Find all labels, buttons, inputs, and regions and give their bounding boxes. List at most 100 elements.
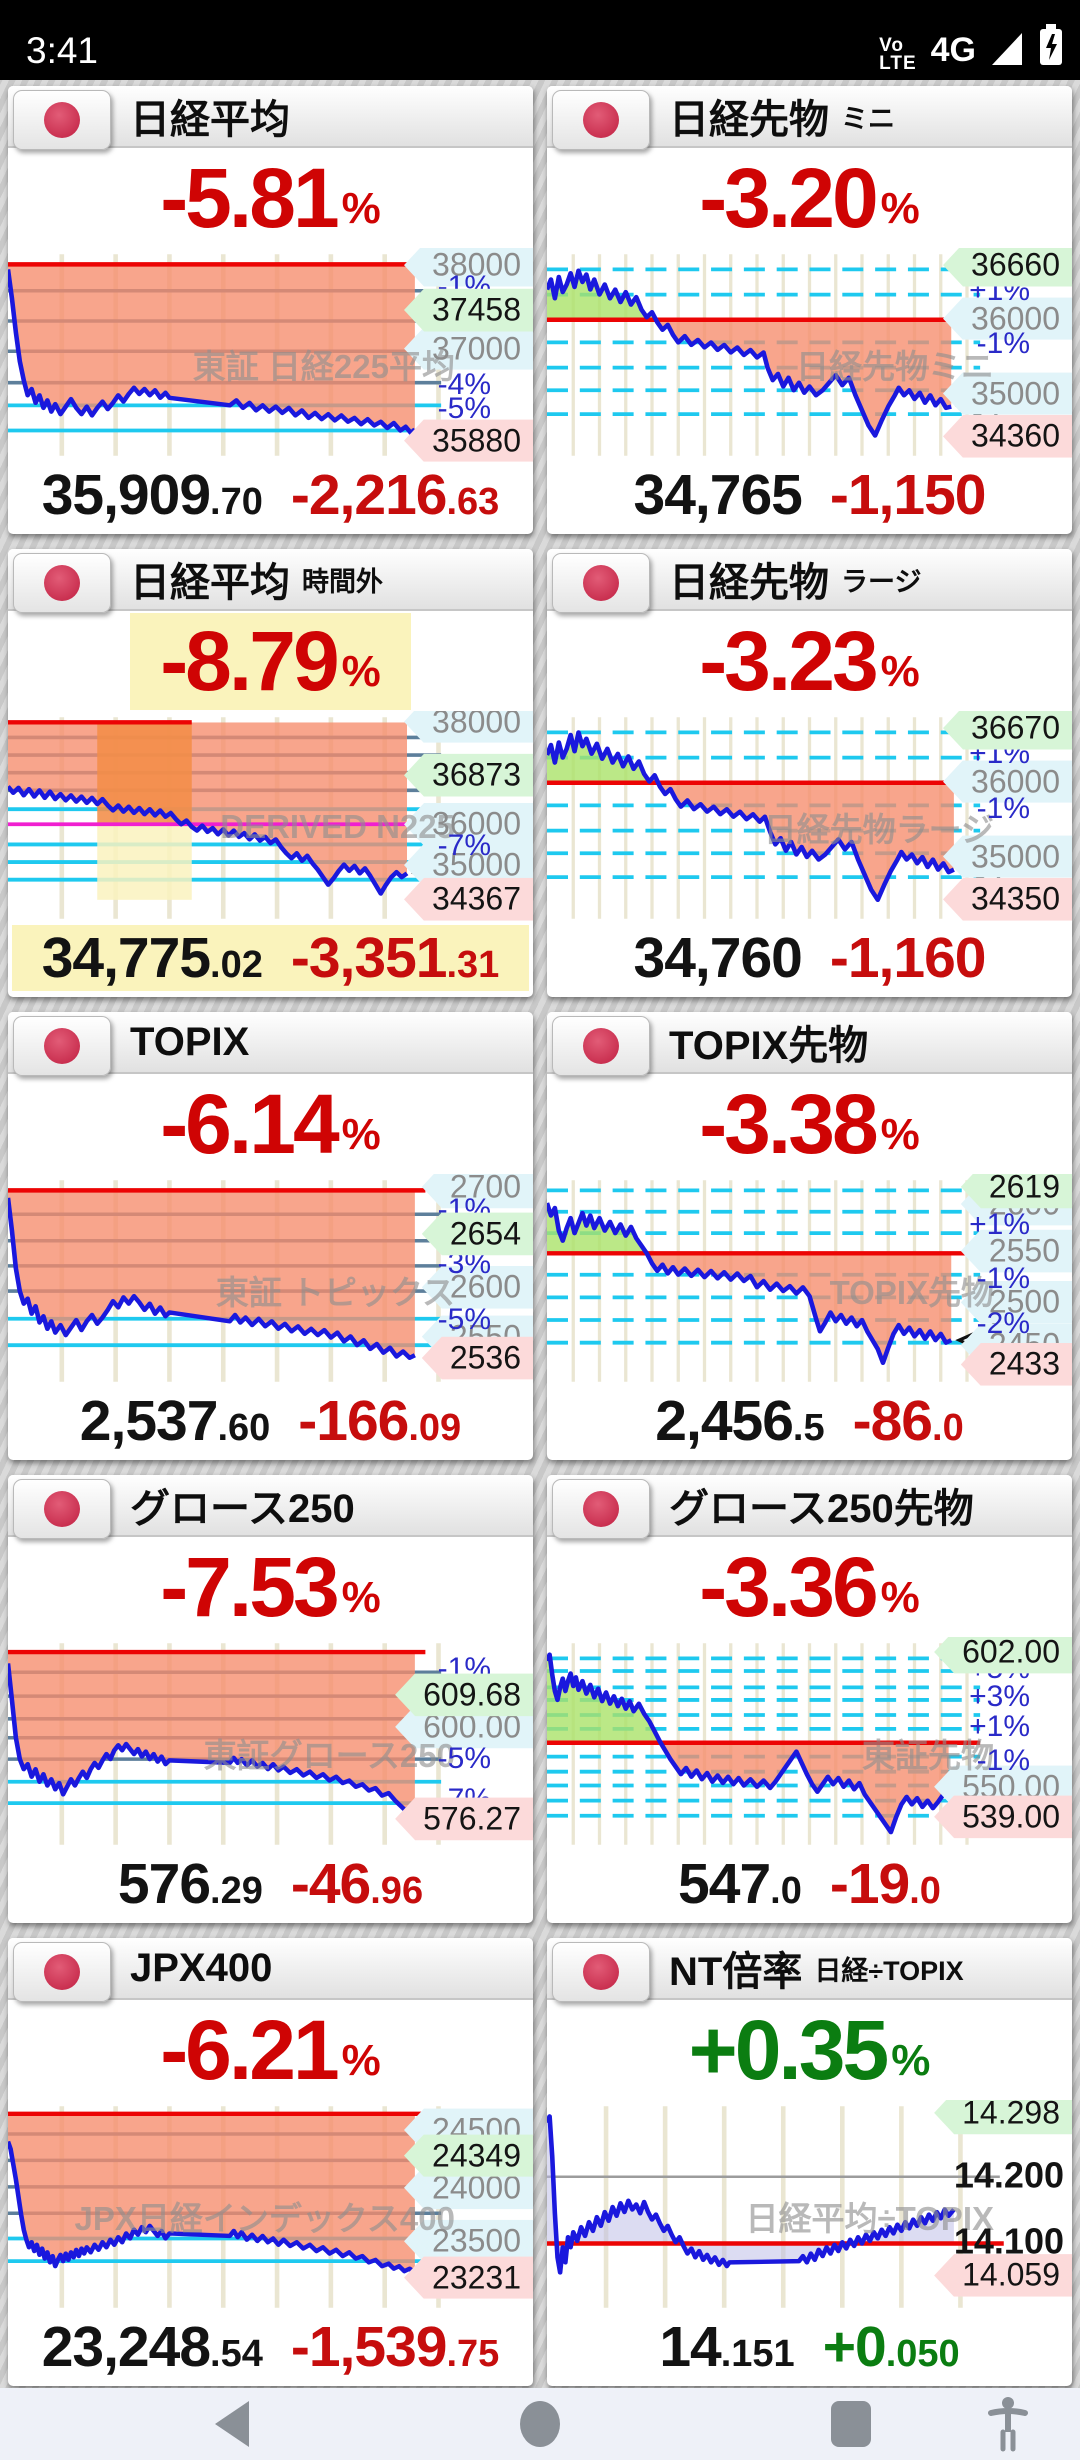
status-icons: Vo LTE 4G xyxy=(879,23,1064,74)
home-circle-icon xyxy=(520,2401,560,2447)
japan-flag-tab[interactable] xyxy=(13,1942,111,2002)
axis-label-pct: -4% xyxy=(437,367,491,401)
axis-label-pct: +1% xyxy=(969,1208,1030,1242)
network-type-label: 4G xyxy=(930,31,976,69)
back-button[interactable] xyxy=(192,2388,272,2460)
percent-change-row: -6.14% xyxy=(8,1074,533,1174)
axis-label-pink: 35880 xyxy=(404,419,533,462)
battery-charging-icon xyxy=(1038,23,1064,72)
panel-title: 日経先物 xyxy=(669,561,829,605)
panel-subtitle: 日経÷TOPIX xyxy=(814,1955,964,1986)
axis-label-green: 36660 xyxy=(943,248,1072,287)
last-price: 34,775 xyxy=(41,926,211,990)
percent-value: -3.20 xyxy=(699,150,878,245)
chart-watermark: JPX日経インデックス400 xyxy=(74,2199,455,2237)
axis-label-green: 24349 xyxy=(404,2134,533,2178)
index-panel[interactable]: TOPIX -6.14% 東証 トピックス 2700 -1% 2654 -3% 2600 -5%… xyxy=(8,1012,533,1460)
index-panel[interactable]: NT倍率 日経÷TOPIX +0.35% 日経平均÷TOPIX 14.298 14.200… xyxy=(547,1938,1072,2386)
japan-flag-icon xyxy=(44,1028,80,1064)
axis-label-green: 602.00 xyxy=(934,1637,1072,1674)
price-group: 2,456.5 -86.0 xyxy=(655,1388,963,1454)
japan-flag-tab[interactable] xyxy=(552,90,650,150)
axis-label-pink: 539.00 xyxy=(934,1795,1072,1839)
axis-label-cyan: 23500 xyxy=(404,2219,533,2263)
price-change: -1,150 xyxy=(829,463,987,527)
japan-flag-tab[interactable] xyxy=(552,553,650,613)
back-triangle-icon xyxy=(215,2401,249,2447)
axis-label-cyan: 2600 xyxy=(421,1266,533,1309)
axis-label-pink: 34367 xyxy=(404,877,533,921)
last-price: 576 xyxy=(117,1852,211,1916)
axis-label-pink: 34360 xyxy=(943,414,1072,458)
axis-label-green: 2654 xyxy=(421,1212,533,1256)
percent-change: +0.35% xyxy=(689,2002,931,2099)
chart-watermark: DERIVED N225 xyxy=(220,807,455,845)
price-change-decimals: .0 xyxy=(909,1870,941,1912)
percent-change-row: -7.53% xyxy=(8,1537,533,1637)
price-change-decimals: .96 xyxy=(370,1870,424,1912)
price-row: 34,775.02 -3,351.31 xyxy=(8,925,533,993)
japan-flag-tab[interactable] xyxy=(13,1479,111,1539)
axis-label-cyan: 37000 xyxy=(404,327,533,370)
japan-flag-tab[interactable] xyxy=(552,1479,650,1539)
index-panel[interactable]: 日経平均 時間外 -8.79% DERIVED N225 38000 36873 36000… xyxy=(8,549,533,997)
japan-flag-tab[interactable] xyxy=(552,1016,650,1076)
percent-unit: % xyxy=(880,1110,920,1159)
japan-flag-tab[interactable] xyxy=(13,553,111,613)
axis-label-cyan: 36000 xyxy=(404,803,533,846)
axis-label-green: 36873 xyxy=(404,753,533,797)
price-change: -19 xyxy=(829,1852,910,1916)
percent-unit: % xyxy=(341,184,381,233)
home-button[interactable] xyxy=(500,2388,580,2460)
percent-unit: % xyxy=(341,1573,381,1622)
price-change: -86 xyxy=(852,1389,933,1453)
index-panel[interactable]: TOPIX先物-3.38%TOPIX先物26192600+1%2550-1%25… xyxy=(547,1012,1072,1460)
last-price: 2,456 xyxy=(655,1389,794,1453)
japan-flag-tab[interactable] xyxy=(13,90,111,150)
volte-icon: Vo LTE xyxy=(879,35,917,74)
chart-watermark: 東証 日経225平均 xyxy=(192,347,455,385)
percent-change: -5.81% xyxy=(160,150,381,247)
chart-canvas xyxy=(547,1643,995,1845)
axis-label-cyan: 35000 xyxy=(943,835,1072,878)
axis-label-pct: +1% xyxy=(969,1709,1030,1743)
percent-change-row: -8.79% xyxy=(8,611,533,711)
price-change-decimals: .0 xyxy=(932,1407,964,1449)
accessibility-button[interactable] xyxy=(968,2388,1048,2460)
axis-label-cyan: 35000 xyxy=(943,372,1072,415)
japan-flag-icon xyxy=(44,102,80,138)
chart-canvas xyxy=(547,2106,1004,2308)
percent-change-row: -3.36% xyxy=(547,1537,1072,1637)
price-row: 34,760 -1,160 xyxy=(547,925,1072,993)
android-nav-bar xyxy=(0,2388,1080,2460)
price-group: 23,248.54 -1,539.75 xyxy=(42,2314,500,2380)
axis-label-cyan: 36000 xyxy=(943,760,1072,804)
chart-watermark: 日経先物ミニ xyxy=(796,347,994,385)
japan-flag-tab[interactable] xyxy=(13,1016,111,1076)
index-panel[interactable]: グロース250先物 -3.36%東証先物602.00+5%+3%+1%-1%550… xyxy=(547,1475,1072,1923)
japan-flag-icon xyxy=(44,1954,80,1990)
percent-change-row: -5.81% xyxy=(8,148,533,248)
last-price-decimals: .151 xyxy=(720,2333,795,2375)
index-panel[interactable]: 日経先物 ラージ -3.23% 日経先物ラージ 36670 +1% 36000 -1% 3500… xyxy=(547,549,1072,997)
index-panel[interactable]: 日経先物 ミニ -3.20% 日経先物ミニ 36660 +1% 36000 -1% 35000 3… xyxy=(547,86,1072,534)
index-panel[interactable]: JPX400 -6.21% JPX日経インデックス400 24500 24349 2400… xyxy=(8,1938,533,2386)
percent-change-row: -3.23% xyxy=(547,611,1072,711)
axis-label-green: 2619 xyxy=(960,1174,1072,1209)
index-panel[interactable]: グロース250 -7.53% 東証グロース250 -1% 609.68 600.00 -5%… xyxy=(8,1475,533,1923)
percent-unit: % xyxy=(880,1573,920,1622)
percent-unit: % xyxy=(341,2036,381,2085)
index-panel[interactable]: 日経平均 -5.81% 東証 日経225平均 38000 -1% 37458 37000 -4… xyxy=(8,86,533,534)
chart-canvas xyxy=(8,2106,442,2308)
last-price-decimals: .70 xyxy=(210,481,263,523)
chart-watermark: 東証グロース250 xyxy=(203,1736,455,1774)
panel-title: グロース250先物 xyxy=(669,1487,974,1531)
percent-value: -6.21 xyxy=(160,2002,339,2097)
chart-canvas xyxy=(8,1643,442,1845)
percent-value: -7.53 xyxy=(160,1539,339,1634)
axis-label-pct: -5% xyxy=(437,1302,491,1336)
axis-label-plain: 14.200 xyxy=(953,2154,1064,2196)
japan-flag-tab[interactable] xyxy=(552,1942,650,2002)
recents-button[interactable] xyxy=(811,2388,891,2460)
